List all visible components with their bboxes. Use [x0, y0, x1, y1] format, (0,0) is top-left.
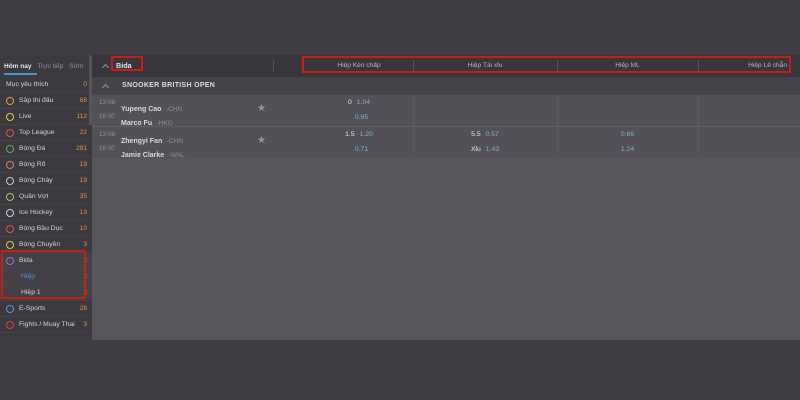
over-under-cell: 5.5 0.57 Xỉu 1.43: [413, 127, 557, 158]
sidebar-bida-group: Bida 2 Hiệp 2 Hiệp 1 2: [0, 253, 92, 301]
tab-live[interactable]: Trực tiếp: [37, 62, 64, 70]
odds-value[interactable]: 0.69: [620, 131, 635, 138]
away-player-name: Marco Fu: [121, 120, 153, 127]
sidebar-item-top-league[interactable]: Top League 22: [0, 125, 92, 141]
sidebar-items: ★ Mục yêu thích 0 Sắp thi đấu 68 Live 11…: [0, 77, 172, 333]
sidebar-item-hiep[interactable]: Hiệp 2: [0, 269, 92, 285]
handicap-line: 1.5: [345, 131, 355, 138]
sidebar-item-rugby[interactable]: Bóng Bầu Dục 10: [0, 221, 92, 237]
handicap-cell: 0 1.04 0.85: [305, 95, 413, 126]
header-divider: [557, 60, 558, 72]
moneyline-cell: 0.69 1.24: [557, 127, 698, 158]
match-date: 13-08: [99, 99, 116, 106]
active-tab-underline: [4, 73, 37, 75]
tab-today[interactable]: Hôm nay: [4, 62, 32, 70]
match-row: 13-08 16:00 Yupeng Cao -CHN Marco Fu -HK…: [92, 95, 800, 127]
column-header-odd-even: Hiệp Lẻ chẵn: [748, 62, 787, 69]
away-player-name: Jamie Clarke: [121, 152, 165, 159]
odds-value[interactable]: 0.85: [354, 114, 369, 121]
sidebar-item-live[interactable]: Live 112: [0, 109, 92, 125]
sidebar-item-volleyball[interactable]: Bóng Chuyền 3: [0, 237, 92, 253]
odds-value[interactable]: 1.04: [356, 99, 370, 106]
sidebar-item-hiep-1[interactable]: Hiệp 1 2: [0, 285, 92, 301]
sidebar-item-billiards[interactable]: Bida 2: [0, 253, 92, 269]
league-name: SNOOKER BRITISH OPEN: [122, 82, 216, 89]
total-line: 5.5: [471, 131, 481, 138]
header-divider: [698, 60, 699, 72]
sidebar-item-esports[interactable]: E-Sports 28: [0, 301, 92, 317]
top-league-icon: [6, 128, 14, 137]
fight-icon: [6, 320, 14, 329]
content-empty-area: [92, 158, 800, 340]
odds-value[interactable]: 1.43: [485, 146, 500, 153]
baseball-icon: [6, 176, 14, 185]
handicap-cell: 1.5 1.20 0.71: [305, 127, 413, 158]
match-time: 16:00: [99, 145, 115, 152]
sidebar-item-upcoming[interactable]: Sắp thi đấu 68: [0, 93, 92, 109]
live-tv-icon: [6, 112, 14, 121]
main-panel: Bida Hiệp Kèo chấp Hiệp Tài xỉu Hiệp ML …: [92, 55, 800, 340]
odds-value[interactable]: 1.20: [359, 131, 373, 138]
header-divider: [273, 60, 274, 72]
odd-even-cell: [698, 95, 792, 126]
sport-label: Bida: [116, 61, 132, 70]
tab-early[interactable]: Sớm: [69, 62, 84, 70]
odds-value[interactable]: 0.57: [485, 131, 499, 138]
sidebar-item-soccer[interactable]: Bóng Đá 291: [0, 141, 92, 157]
over-under-cell: [413, 95, 557, 126]
column-header-handicap: Hiệp Kèo chấp: [337, 62, 381, 69]
sidebar-item-basketball[interactable]: Bóng Rổ 19: [0, 157, 92, 173]
sidebar-item-baseball[interactable]: Bóng Chày 19: [0, 173, 92, 189]
sidebar-item-tennis[interactable]: Quần Vợt 35: [0, 189, 92, 205]
soccer-icon: [6, 144, 14, 153]
matches-list: 13-08 16:00 Yupeng Cao -CHN Marco Fu -HK…: [92, 95, 800, 159]
chevron-up-icon: [101, 83, 110, 92]
sidebar-item-ice-hockey[interactable]: Ice Hockey 13: [0, 205, 92, 221]
basketball-icon: [6, 160, 14, 169]
match-row: 13-08 16:00 Zhengyi Fan -CHN Jamie Clark…: [92, 127, 800, 159]
header-divider: [413, 60, 414, 72]
home-player-name: Yupeng Cao: [121, 106, 162, 113]
ice-hockey-icon: [6, 208, 14, 217]
odd-even-cell: [698, 127, 792, 158]
home-player-country: -CHN: [166, 138, 183, 145]
away-player-country: -WAL: [168, 152, 185, 159]
league-header[interactable]: SNOOKER BRITISH OPEN: [92, 77, 800, 95]
odds-value[interactable]: 0.71: [354, 146, 369, 153]
sidebar-tabs: Hôm nay Trực tiếp Sớm ‹: [0, 55, 92, 77]
sidebar-scrollbar[interactable]: [89, 55, 92, 125]
sidebar-item-fights[interactable]: Fights / Muay Thai 3: [0, 317, 92, 333]
column-header-moneyline: Hiệp ML: [615, 62, 640, 69]
row-divider: [92, 126, 800, 127]
volleyball-icon: [6, 240, 14, 249]
sidebar-item-favorites[interactable]: ★ Mục yêu thích 0: [0, 77, 172, 93]
sidebar: Hôm nay Trực tiếp Sớm ‹ ★ Mục yêu thích …: [0, 55, 172, 337]
total-line: Xỉu: [470, 146, 481, 153]
tennis-icon: [6, 192, 14, 201]
odds-value[interactable]: 1.24: [620, 146, 635, 153]
match-date: 13-08: [99, 131, 116, 138]
chevron-up-icon[interactable]: [101, 63, 110, 72]
odds-header-row: Bida Hiệp Kèo chấp Hiệp Tài xỉu Hiệp ML …: [92, 55, 800, 77]
away-player-country: -HKG: [156, 120, 173, 127]
clock-icon: [6, 96, 14, 105]
billiards-icon: [6, 256, 14, 265]
match-time: 16:00: [99, 113, 115, 120]
home-player-country: -CHN: [165, 106, 183, 113]
favorite-star-icon[interactable]: ★: [257, 135, 266, 146]
handicap-line: 0: [347, 99, 352, 106]
esports-icon: [6, 304, 14, 313]
moneyline-cell: [557, 95, 698, 126]
favorite-star-icon[interactable]: ★: [257, 103, 266, 114]
column-header-over-under: Hiệp Tài xỉu: [467, 62, 503, 69]
home-player-name: Zhengyi Fan: [121, 138, 163, 145]
rugby-icon: [6, 224, 14, 233]
